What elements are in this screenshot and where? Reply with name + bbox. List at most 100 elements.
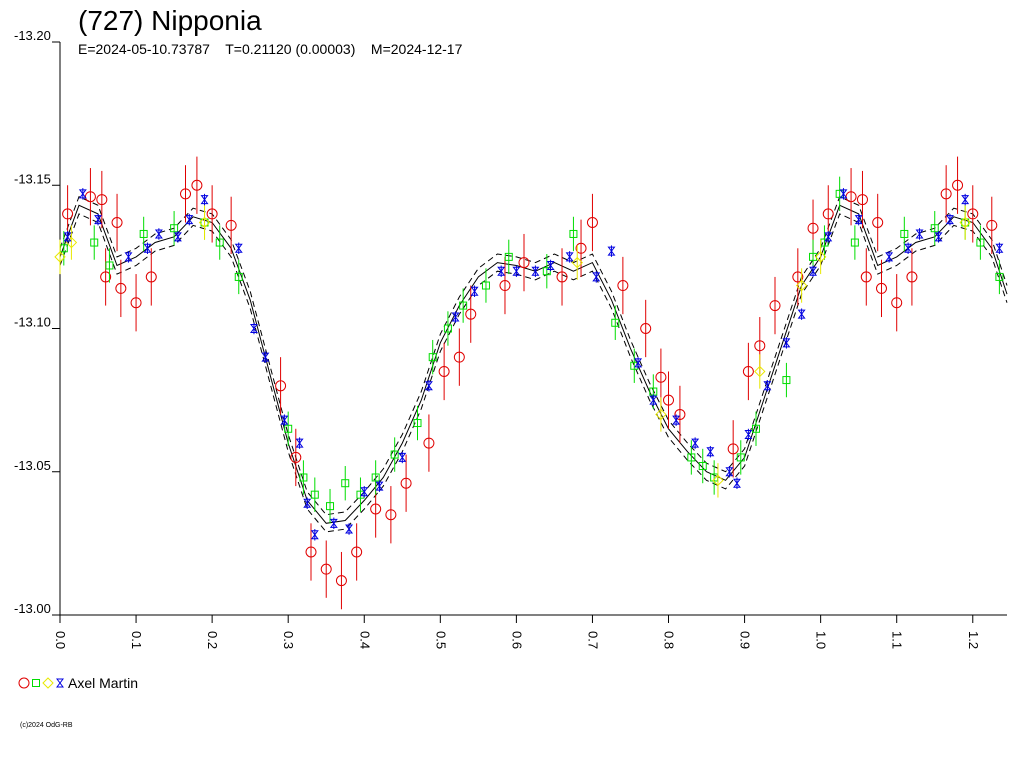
data-point	[90, 238, 99, 247]
data-point	[856, 194, 868, 206]
data-point	[100, 271, 112, 283]
data-point	[62, 208, 74, 220]
data-point	[310, 530, 319, 540]
data-point	[995, 272, 1004, 281]
data-point	[451, 312, 460, 322]
data-point	[94, 215, 103, 225]
data-point	[329, 518, 338, 528]
legend-symbol	[56, 678, 64, 688]
data-point	[423, 437, 435, 449]
data-point	[180, 188, 192, 200]
data-point	[976, 238, 985, 247]
x-tick-label: 1.0	[814, 631, 829, 649]
data-point	[115, 282, 127, 294]
data-point	[712, 474, 724, 487]
x-tick-label: 0.6	[509, 631, 524, 649]
data-point	[607, 246, 616, 256]
data-point	[663, 394, 675, 406]
data-point	[617, 280, 629, 292]
data-point	[915, 229, 924, 239]
data-point	[782, 338, 791, 348]
data-point	[782, 376, 791, 385]
x-tick-label: 1.2	[966, 631, 981, 649]
data-point	[305, 546, 317, 558]
data-point	[275, 380, 287, 392]
data-point	[885, 252, 894, 262]
data-point	[531, 266, 540, 276]
data-point	[198, 216, 211, 229]
data-point	[655, 371, 667, 383]
data-point	[443, 324, 452, 333]
data-point	[995, 243, 1004, 253]
data-point	[234, 243, 243, 253]
data-point	[424, 381, 433, 391]
data-point	[824, 232, 833, 242]
data-point	[732, 478, 741, 488]
data-point	[345, 524, 354, 534]
data-point	[571, 256, 583, 269]
x-tick-label: 0.3	[281, 631, 296, 649]
data-point	[809, 266, 818, 276]
data-point	[611, 318, 620, 327]
data-point	[341, 479, 350, 488]
data-point	[649, 395, 658, 405]
data-point	[154, 229, 163, 239]
data-point	[754, 365, 766, 378]
data-point	[111, 216, 123, 228]
x-tick-label: 0.0	[53, 631, 68, 649]
y-tick-label: -13.15	[14, 171, 51, 186]
data-point	[674, 408, 686, 420]
data-point	[63, 232, 72, 242]
data-point	[565, 252, 574, 262]
data-point	[215, 238, 224, 247]
data-point	[556, 271, 568, 283]
data-point	[725, 467, 734, 477]
data-point	[295, 438, 304, 448]
fit-curve	[59, 204, 1008, 524]
data-point	[742, 365, 754, 377]
data-point	[499, 280, 511, 292]
fit-band	[59, 196, 1008, 516]
data-point	[706, 447, 715, 457]
data-point	[145, 271, 157, 283]
data-point	[261, 352, 270, 362]
data-point	[967, 208, 979, 220]
data-point	[839, 189, 848, 199]
x-tick-label: 0.5	[433, 631, 448, 649]
data-point	[385, 509, 397, 521]
data-point	[986, 219, 998, 231]
x-tick-label: 0.9	[738, 631, 753, 649]
data-point	[518, 257, 530, 269]
data-point	[351, 546, 363, 558]
data-point	[569, 229, 578, 238]
data-point	[961, 195, 970, 205]
data-point	[290, 451, 302, 463]
x-tick-label: 0.7	[585, 631, 600, 649]
data-point	[299, 473, 308, 482]
data-point	[634, 358, 643, 368]
data-point	[809, 252, 818, 261]
data-point	[744, 430, 753, 440]
data-point	[371, 473, 380, 482]
data-point	[249, 324, 258, 333]
data-point	[586, 216, 598, 228]
data-point	[727, 443, 739, 455]
data-point	[930, 224, 939, 233]
data-point	[234, 272, 243, 281]
legend-symbol	[18, 677, 30, 689]
data-point	[400, 477, 412, 489]
data-point	[398, 452, 407, 462]
data-point	[470, 286, 479, 296]
data-point	[797, 309, 806, 319]
data-point	[54, 251, 66, 263]
data-point	[850, 238, 859, 247]
data-point	[754, 340, 766, 352]
fit-band	[59, 213, 1008, 533]
data-point	[185, 215, 194, 225]
data-point	[481, 281, 490, 290]
y-tick-label: -13.20	[14, 28, 51, 43]
data-point	[959, 216, 971, 229]
chart-subtitle: E=2024-05-10.73787 T=0.21120 (0.00003) M…	[78, 41, 463, 57]
chart-title: (727) Nipponia	[78, 5, 262, 36]
